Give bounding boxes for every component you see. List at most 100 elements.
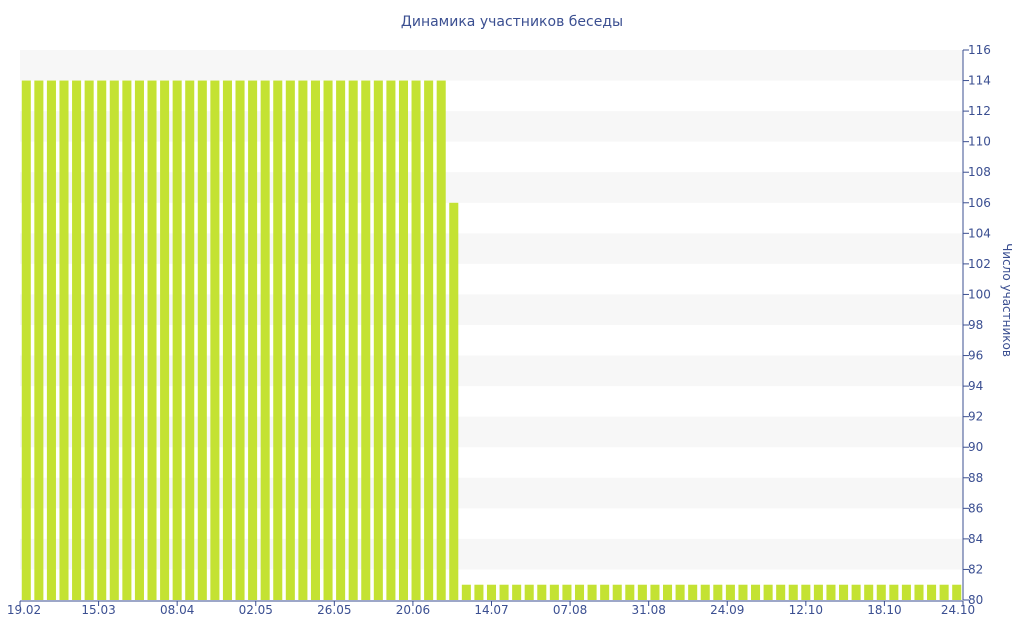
- x-tick-label: 19.02: [7, 603, 41, 617]
- bar: [34, 80, 44, 600]
- y-tick-label: 86: [968, 501, 983, 515]
- bar: [210, 80, 220, 600]
- bar: [260, 80, 270, 600]
- bar: [675, 584, 685, 600]
- bar: [160, 80, 170, 600]
- bar: [663, 584, 673, 600]
- x-tick-label: 07.08: [553, 603, 587, 617]
- bar: [776, 584, 786, 600]
- y-tick-label: 96: [968, 349, 983, 363]
- bar: [486, 584, 497, 600]
- bar: [801, 584, 811, 600]
- bar: [474, 584, 484, 600]
- bar: [876, 584, 886, 600]
- bar: [788, 584, 798, 600]
- bar: [97, 80, 107, 600]
- y-tick-label: 90: [968, 440, 983, 454]
- bar: [46, 80, 56, 600]
- bar: [248, 80, 258, 600]
- bar: [688, 584, 698, 600]
- bar: [386, 80, 396, 600]
- bar: [587, 584, 597, 600]
- bar: [537, 584, 547, 600]
- bar: [273, 80, 283, 600]
- bar: [901, 584, 911, 600]
- x-tick-label: 31.08: [631, 603, 665, 617]
- bar: [524, 584, 534, 600]
- bar: [612, 584, 622, 600]
- bar: [285, 80, 295, 600]
- bar: [700, 584, 710, 600]
- y-tick-label: 112: [968, 104, 991, 118]
- bar: [436, 80, 446, 600]
- bar: [851, 584, 861, 600]
- bar: [839, 584, 849, 600]
- bar: [185, 80, 195, 600]
- bar: [562, 584, 572, 600]
- y-tick-label: 110: [968, 135, 991, 149]
- bar: [336, 80, 346, 600]
- x-tick-label: 15.03: [81, 603, 115, 617]
- y-tick-label: 108: [968, 165, 991, 179]
- bar: [713, 584, 723, 600]
- y-tick-label: 114: [968, 74, 991, 88]
- y-axis-title: Число участников: [1000, 243, 1014, 357]
- bar: [411, 80, 421, 600]
- bar: [826, 584, 836, 600]
- chart-title: Динамика участников беседы: [400, 14, 624, 30]
- bar: [889, 584, 899, 600]
- y-tick-label: 92: [968, 410, 983, 424]
- bar: [21, 80, 31, 600]
- y-tick-label: 106: [968, 196, 991, 210]
- bar: [134, 80, 144, 600]
- y-tick-label: 80: [968, 593, 983, 607]
- bar: [197, 80, 207, 600]
- bar: [348, 80, 358, 600]
- bar: [122, 80, 132, 600]
- x-tick-label: 26.05: [317, 603, 351, 617]
- y-tick-label: 104: [968, 226, 991, 240]
- y-tick-label: 98: [968, 318, 983, 332]
- bar: [512, 584, 522, 600]
- bar: [939, 584, 949, 600]
- bar: [172, 80, 182, 600]
- bar: [449, 202, 459, 600]
- bar: [725, 584, 735, 600]
- bar: [914, 584, 924, 600]
- bar: [398, 80, 409, 600]
- y-tick-label: 88: [968, 471, 983, 485]
- y-tick-label: 116: [968, 43, 991, 57]
- x-tick-label: 12.10: [789, 603, 823, 617]
- bar: [927, 584, 937, 600]
- bar: [323, 80, 333, 600]
- y-tick-label: 102: [968, 257, 991, 271]
- x-tick-label: 08.04: [160, 603, 194, 617]
- bar: [298, 80, 308, 600]
- bar: [864, 584, 874, 600]
- bar: [310, 80, 320, 600]
- y-tick-label: 100: [968, 287, 991, 301]
- bar: [574, 584, 585, 600]
- x-tick-label: 24.09: [710, 603, 744, 617]
- bar: [738, 584, 748, 600]
- bar: [109, 80, 119, 600]
- bar: [361, 80, 371, 600]
- bar: [763, 584, 773, 600]
- y-tick-label: 94: [968, 379, 983, 393]
- bar: [751, 584, 761, 600]
- x-tick-label: 02.05: [239, 603, 273, 617]
- x-tick-label: 24.10: [941, 603, 975, 617]
- bar: [59, 80, 69, 600]
- y-tick-label: 82: [968, 562, 983, 576]
- bar: [650, 584, 660, 600]
- bar: [84, 80, 94, 600]
- bar: [637, 584, 647, 600]
- bar: [235, 80, 245, 600]
- bar: [461, 584, 471, 600]
- bar: [625, 584, 635, 600]
- bar: [373, 80, 383, 600]
- y-tick-label: 84: [968, 532, 983, 546]
- bar: [147, 80, 157, 600]
- bar: [499, 584, 509, 600]
